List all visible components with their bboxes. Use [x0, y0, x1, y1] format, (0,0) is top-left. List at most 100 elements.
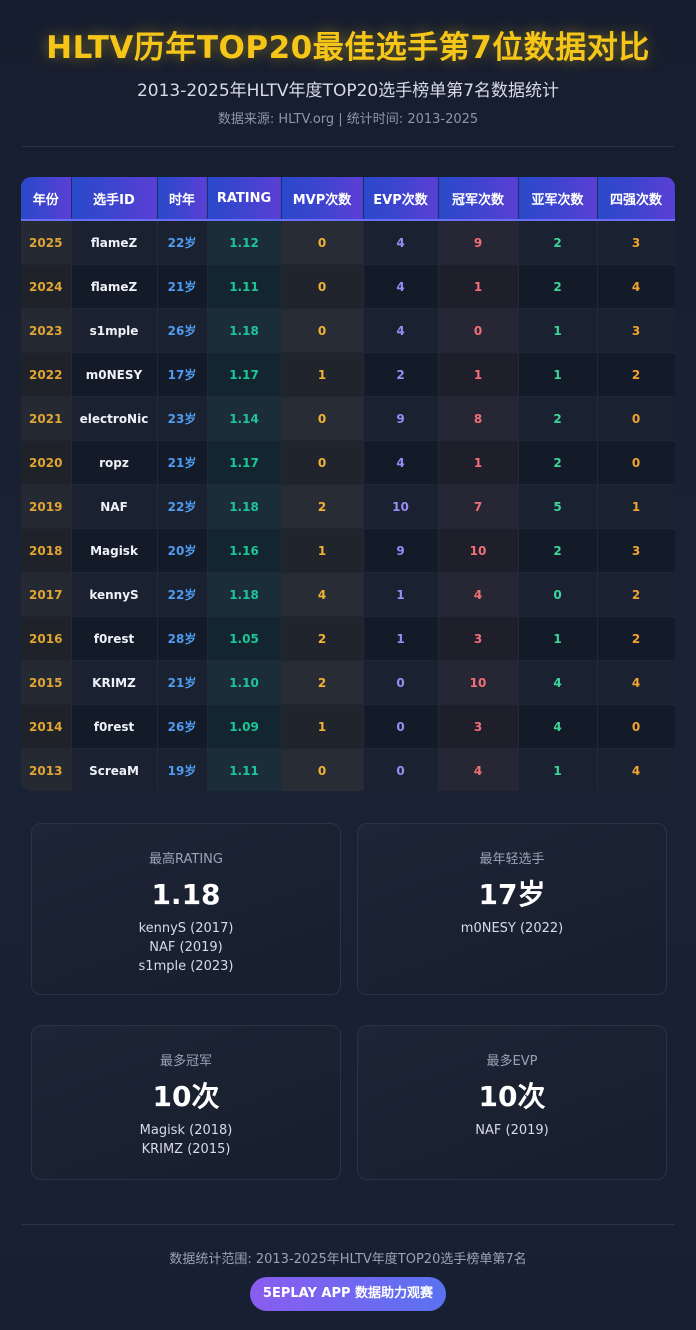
evp-cell: 0	[363, 704, 439, 749]
player-cell: Magisk	[71, 528, 158, 573]
champion-cell: 1	[438, 440, 519, 485]
stat-detail: NAF (2019)	[149, 940, 223, 955]
stats-table-container: 年份 选手ID 时年 RATING MVP次数 EVP次数 冠军次数 亚军次数 …	[21, 177, 675, 791]
player-cell: kennyS	[71, 572, 158, 617]
age-cell: 17岁	[157, 352, 208, 397]
evp-cell: 4	[363, 440, 439, 485]
mvp-cell: 0	[281, 308, 364, 353]
stats-table: 年份 选手ID 时年 RATING MVP次数 EVP次数 冠军次数 亚军次数 …	[21, 177, 675, 791]
mvp-cell: 4	[281, 572, 364, 617]
champion-cell: 0	[438, 308, 519, 353]
evp-cell: 10	[363, 484, 439, 529]
stat-detail: Magisk (2018)	[139, 1123, 233, 1138]
champion-cell: 1	[438, 352, 519, 397]
age-cell: 22岁	[157, 220, 208, 265]
stat-detail: KRIMZ (2015)	[141, 1142, 231, 1157]
column-header-age: 时年	[157, 177, 208, 221]
mvp-cell: 1	[281, 704, 364, 749]
year-cell: 2025	[21, 220, 72, 265]
page-title: HLTV历年TOP20最佳选手第7位数据对比	[46, 30, 650, 66]
runner-up-cell: 1	[518, 352, 598, 397]
top4-cell: 0	[597, 704, 675, 749]
rating-cell: 1.16	[207, 528, 282, 573]
rating-cell: 1.14	[207, 396, 282, 441]
table-row: 2014 f0rest 26岁 1.09 1 0 3 4 0	[21, 704, 675, 749]
stat-value: 1.18	[151, 878, 221, 911]
runner-up-cell: 2	[518, 440, 598, 485]
runner-up-cell: 4	[518, 660, 598, 705]
top4-cell: 4	[597, 748, 675, 791]
champion-cell: 7	[438, 484, 519, 529]
mvp-cell: 0	[281, 748, 364, 791]
table-row: 2017 kennyS 22岁 1.18 4 1 4 0 2	[21, 572, 675, 617]
stat-value: 10次	[152, 1080, 220, 1113]
stat-detail: NAF (2019)	[475, 1123, 549, 1138]
player-cell: flameZ	[71, 220, 158, 265]
age-cell: 26岁	[157, 704, 208, 749]
column-header-mvp: MVP次数	[281, 177, 364, 221]
runner-up-cell: 5	[518, 484, 598, 529]
runner-up-cell: 1	[518, 748, 598, 791]
runner-up-cell: 0	[518, 572, 598, 617]
runner-up-cell: 2	[518, 528, 598, 573]
data-source: 数据来源: HLTV.org | 统计时间: 2013-2025	[217, 112, 479, 127]
rating-cell: 1.18	[207, 308, 282, 353]
stat-card-most-championships: 最多冠军 10次 Magisk (2018) KRIMZ (2015)	[31, 1025, 341, 1180]
rating-cell: 1.18	[207, 484, 282, 529]
stat-label: 最多EVP	[486, 1054, 538, 1069]
year-cell: 2023	[21, 308, 72, 353]
evp-cell: 9	[363, 396, 439, 441]
age-cell: 21岁	[157, 264, 208, 309]
runner-up-cell: 4	[518, 704, 598, 749]
champion-cell: 9	[438, 220, 519, 265]
rating-cell: 1.17	[207, 440, 282, 485]
age-cell: 21岁	[157, 660, 208, 705]
champion-cell: 1	[438, 264, 519, 309]
champion-cell: 8	[438, 396, 519, 441]
column-header-champion: 冠军次数	[438, 177, 519, 221]
top-divider	[22, 146, 674, 147]
mvp-cell: 1	[281, 528, 364, 573]
top4-cell: 3	[597, 220, 675, 265]
mvp-cell: 0	[281, 396, 364, 441]
evp-cell: 0	[363, 748, 439, 791]
champion-cell: 4	[438, 748, 519, 791]
age-cell: 22岁	[157, 484, 208, 529]
stat-detail: kennyS (2017)	[138, 921, 234, 936]
table-row: 2019 NAF 22岁 1.18 2 10 7 5 1	[21, 484, 675, 529]
column-header-top4: 四强次数	[597, 177, 675, 221]
evp-cell: 0	[363, 660, 439, 705]
age-cell: 21岁	[157, 440, 208, 485]
evp-cell: 9	[363, 528, 439, 573]
evp-cell: 4	[363, 264, 439, 309]
top4-cell: 1	[597, 484, 675, 529]
stat-label: 最高RATING	[149, 852, 223, 867]
table-row: 2018 Magisk 20岁 1.16 1 9 10 2 3	[21, 528, 675, 573]
rating-cell: 1.11	[207, 264, 282, 309]
page-subtitle: 2013-2025年HLTV年度TOP20选手榜单第7名数据统计	[136, 81, 560, 101]
player-cell: electroNic	[71, 396, 158, 441]
age-cell: 28岁	[157, 616, 208, 661]
evp-cell: 4	[363, 308, 439, 353]
age-cell: 22岁	[157, 572, 208, 617]
app-promo-button[interactable]: 5EPLAY APP 数据助力观赛	[250, 1277, 446, 1311]
mvp-cell: 2	[281, 616, 364, 661]
rating-cell: 1.05	[207, 616, 282, 661]
rating-cell: 1.10	[207, 660, 282, 705]
runner-up-cell: 1	[518, 616, 598, 661]
mvp-cell: 0	[281, 264, 364, 309]
top4-cell: 0	[597, 396, 675, 441]
year-cell: 2022	[21, 352, 72, 397]
mvp-cell: 2	[281, 484, 364, 529]
mvp-cell: 2	[281, 660, 364, 705]
top4-cell: 2	[597, 572, 675, 617]
column-header-year: 年份	[21, 177, 72, 221]
table-header-row: 年份 选手ID 时年 RATING MVP次数 EVP次数 冠军次数 亚军次数 …	[21, 177, 675, 221]
year-cell: 2016	[21, 616, 72, 661]
mvp-cell: 0	[281, 440, 364, 485]
player-cell: ScreaM	[71, 748, 158, 791]
table-row: 2023 s1mple 26岁 1.18 0 4 0 1 3	[21, 308, 675, 353]
rating-cell: 1.12	[207, 220, 282, 265]
top4-cell: 4	[597, 660, 675, 705]
top4-cell: 2	[597, 352, 675, 397]
